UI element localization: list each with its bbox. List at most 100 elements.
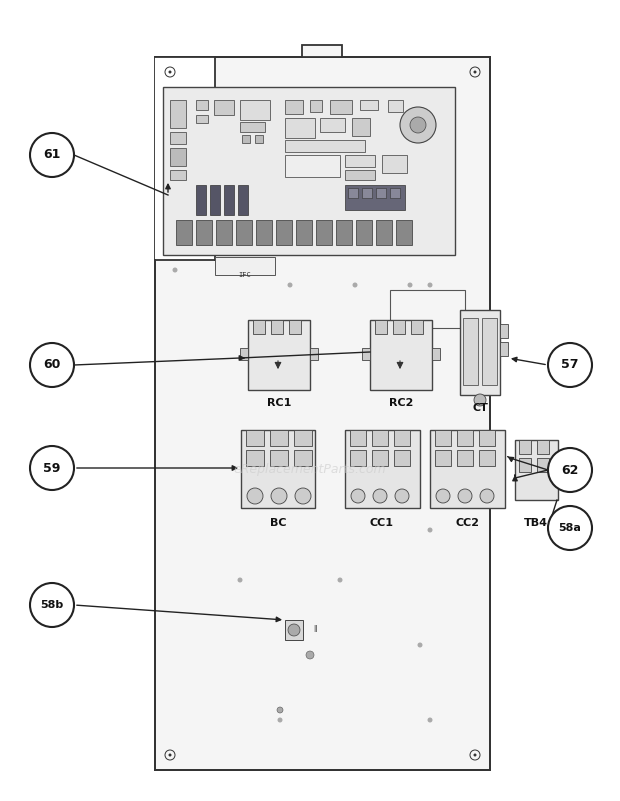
Bar [170, 132, 186, 144]
Bar [271, 320, 283, 334]
Bar [216, 220, 232, 245]
Bar [352, 118, 370, 136]
Bar [356, 220, 372, 245]
Bar [457, 450, 473, 466]
Bar [376, 220, 392, 245]
Bar [296, 220, 312, 245]
Bar [316, 220, 332, 245]
Text: 57: 57 [561, 359, 578, 372]
Text: CC1: CC1 [370, 518, 394, 528]
Circle shape [428, 528, 433, 533]
Bar [457, 430, 473, 446]
Bar [302, 45, 342, 57]
Bar [500, 324, 508, 338]
Circle shape [172, 103, 177, 107]
Circle shape [428, 283, 433, 288]
Bar [240, 122, 265, 132]
Bar [155, 57, 490, 770]
Bar [350, 450, 366, 466]
Bar [242, 135, 250, 143]
Bar [285, 118, 315, 138]
Bar [163, 87, 455, 255]
Bar [310, 348, 318, 360]
Bar [289, 320, 301, 334]
Bar [176, 220, 192, 245]
Bar [482, 318, 497, 385]
Bar [376, 188, 386, 198]
Text: RC1: RC1 [267, 398, 291, 408]
Bar [170, 100, 186, 128]
Text: IFC: IFC [239, 272, 251, 278]
Bar [394, 430, 410, 446]
Bar [360, 100, 378, 110]
Bar [393, 320, 405, 334]
Circle shape [474, 394, 486, 406]
Bar [430, 430, 505, 508]
Bar [370, 320, 432, 390]
Bar [362, 188, 372, 198]
Circle shape [30, 133, 74, 177]
Circle shape [395, 489, 409, 503]
Bar [372, 430, 388, 446]
Text: eReplacementParts.com: eReplacementParts.com [234, 464, 386, 477]
Bar [411, 320, 423, 334]
Circle shape [353, 283, 358, 288]
Bar [310, 100, 322, 112]
Bar [432, 348, 440, 360]
Circle shape [169, 754, 172, 756]
Bar [345, 185, 405, 210]
Circle shape [474, 754, 477, 756]
Circle shape [288, 283, 293, 288]
Bar [382, 155, 407, 173]
Bar [435, 430, 451, 446]
Bar [240, 348, 248, 360]
Bar [246, 430, 264, 446]
Text: 60: 60 [43, 359, 61, 372]
Bar [390, 290, 465, 328]
Bar [170, 148, 186, 166]
Bar [348, 188, 358, 198]
Circle shape [548, 448, 592, 492]
Bar [270, 430, 288, 446]
Text: RC2: RC2 [389, 398, 413, 408]
Bar [320, 118, 345, 132]
Bar [336, 220, 352, 245]
Circle shape [458, 489, 472, 503]
Bar [479, 430, 495, 446]
Bar [345, 155, 375, 167]
Circle shape [480, 489, 494, 503]
Bar [330, 100, 352, 114]
Bar [394, 450, 410, 466]
Bar [479, 450, 495, 466]
Bar [255, 135, 263, 143]
Circle shape [548, 506, 592, 550]
Text: 58a: 58a [559, 523, 582, 533]
Circle shape [172, 268, 177, 272]
Circle shape [410, 117, 426, 133]
Bar [460, 310, 500, 395]
Bar [253, 320, 265, 334]
Circle shape [271, 488, 287, 504]
Bar [396, 220, 412, 245]
Circle shape [288, 624, 300, 636]
Bar [240, 100, 270, 120]
Text: BC: BC [270, 518, 286, 528]
Text: CC2: CC2 [455, 518, 479, 528]
Bar [390, 188, 400, 198]
Circle shape [30, 446, 74, 490]
Circle shape [247, 488, 263, 504]
Bar [276, 220, 292, 245]
Bar [537, 440, 549, 454]
Bar [285, 140, 365, 152]
Bar [285, 155, 340, 177]
Circle shape [237, 578, 242, 582]
Text: CT: CT [472, 403, 488, 413]
Bar [210, 185, 220, 215]
Bar [435, 450, 451, 466]
Bar [241, 430, 315, 508]
Bar [196, 185, 206, 215]
Bar [519, 440, 531, 454]
Circle shape [337, 578, 342, 582]
Bar [519, 458, 531, 472]
Bar [196, 100, 208, 110]
